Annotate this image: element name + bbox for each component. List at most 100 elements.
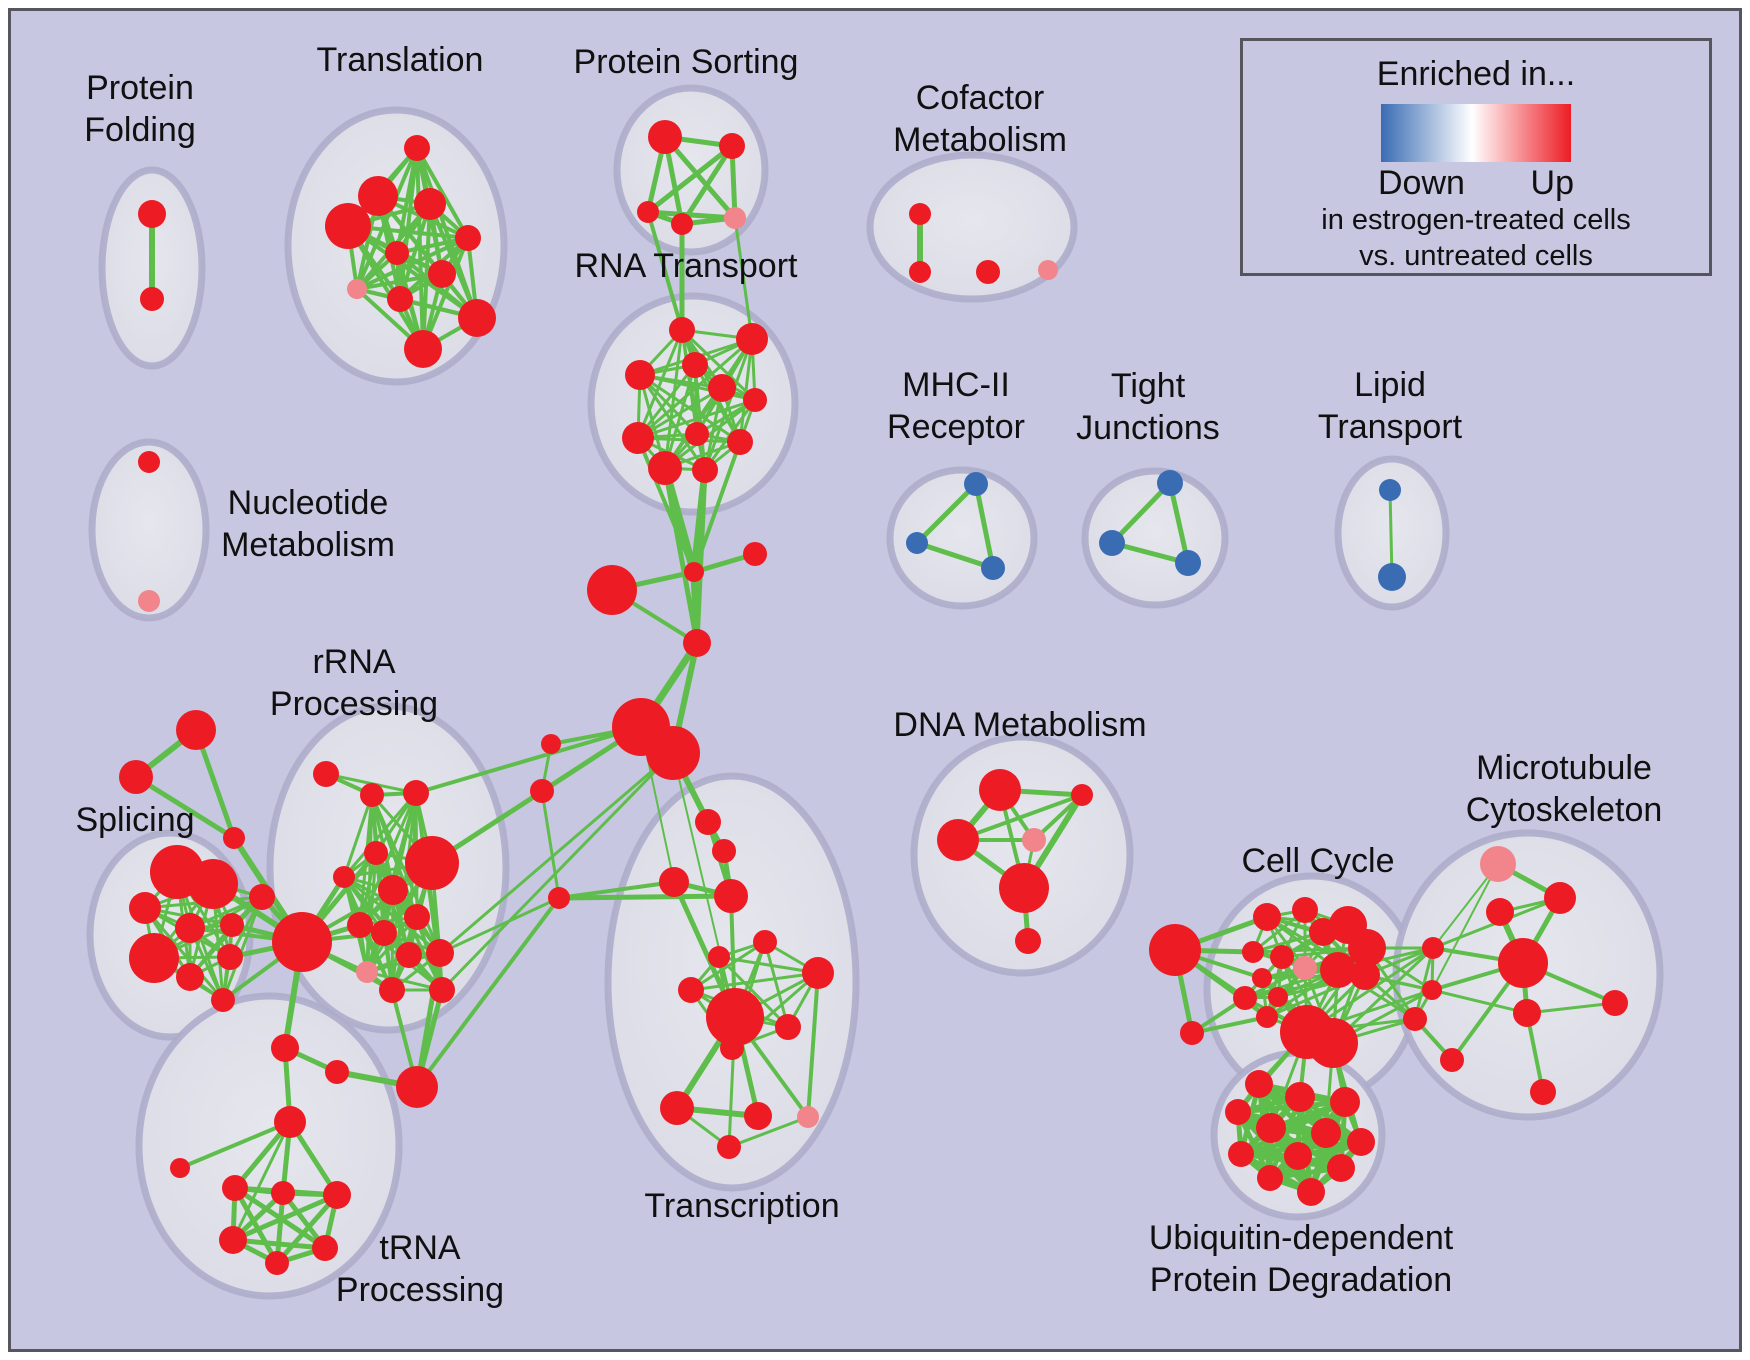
gene-set-node — [1253, 903, 1281, 931]
enrichment-edge — [415, 896, 561, 1089]
gene-set-node — [129, 892, 161, 924]
gene-set-node — [1480, 846, 1516, 882]
gene-set-node — [387, 286, 413, 312]
gene-set-node — [1422, 980, 1442, 1000]
gene-set-node — [458, 299, 496, 337]
gene-set-node — [1292, 897, 1318, 923]
legend: Enriched in... Down Up in estrogen-treat… — [1240, 38, 1712, 276]
gene-set-node — [937, 819, 979, 861]
gene-set-node — [714, 879, 748, 913]
gene-set-node — [176, 710, 216, 750]
enrichment-edge — [342, 793, 374, 879]
gene-set-node — [719, 133, 745, 159]
gene-set-node — [981, 556, 1005, 580]
gene-set-node — [219, 1226, 247, 1254]
gene-set-node — [356, 961, 378, 983]
gene-set-node — [404, 330, 442, 368]
gene-set-node — [1498, 938, 1548, 988]
cluster-ellipse-nucleotide-metabolism — [88, 438, 210, 622]
gene-set-node — [1233, 986, 1257, 1010]
gene-set-node — [1268, 987, 1288, 1007]
gene-set-node — [548, 887, 570, 909]
enrichment-edge — [738, 337, 754, 444]
cluster-label-mhc-ii-receptor: MHC-II Receptor — [887, 366, 1025, 446]
enrichment-edge — [230, 1192, 340, 1243]
gene-set-node — [360, 783, 384, 807]
gene-set-node — [217, 944, 243, 970]
enrichment-edge — [679, 143, 735, 227]
gene-set-node — [364, 841, 388, 865]
enrichment-edge — [645, 209, 738, 221]
gene-set-node — [325, 1060, 349, 1084]
gene-set-node — [1348, 929, 1386, 967]
gene-set-node — [1284, 1142, 1312, 1170]
gene-set-node — [129, 933, 179, 983]
gene-set-node — [1099, 530, 1125, 556]
gene-set-node — [333, 866, 355, 888]
enrichment-edge — [355, 272, 444, 291]
enrichment-edge — [914, 481, 979, 546]
gene-set-node — [1256, 1006, 1278, 1028]
gene-set-node — [625, 360, 655, 390]
gene-set-node — [1513, 999, 1541, 1027]
enrichment-edge — [414, 725, 643, 795]
gene-set-node — [695, 809, 721, 835]
cluster-label-trna-processing: tRNA Processing — [336, 1229, 504, 1309]
gene-set-node — [1440, 1048, 1464, 1072]
gene-set-node — [1225, 1099, 1251, 1125]
cluster-labels: Protein Folding Translation Protein Sorting… — [75, 41, 1662, 1309]
gene-set-node — [426, 939, 454, 967]
enrichment-edge — [274, 1192, 340, 1266]
legend-range: Down Up — [1378, 164, 1574, 202]
gene-set-node — [378, 875, 408, 905]
gene-set-node — [660, 1091, 694, 1125]
gene-set-node — [1297, 1178, 1325, 1206]
gene-set-node — [1544, 882, 1576, 914]
gene-set-node — [802, 957, 834, 989]
enrichment-edge — [956, 793, 1084, 842]
enrichment-edge — [689, 971, 820, 992]
enrichment-edge — [662, 134, 738, 221]
gene-set-node — [906, 532, 928, 554]
enrichment-edge — [973, 481, 996, 571]
gene-set-node — [1245, 1070, 1273, 1098]
enrichment-edge — [1109, 480, 1173, 546]
gene-set-node — [682, 352, 708, 378]
enrichment-edge — [230, 1237, 328, 1251]
gene-set-node — [271, 1181, 295, 1205]
gene-set-node — [1228, 1141, 1254, 1167]
gene-set-node — [1175, 550, 1201, 576]
gene-set-node — [429, 977, 455, 1003]
gene-set-node — [736, 323, 768, 355]
gene-set-node — [622, 422, 654, 454]
enrichment-edge — [1167, 480, 1191, 566]
gene-set-node — [683, 629, 711, 657]
enrichment-edge — [438, 896, 561, 955]
enrichment-edge — [646, 210, 684, 332]
gene-set-node — [1602, 990, 1628, 1016]
gene-set-node — [724, 207, 746, 229]
gene-set-node — [405, 836, 459, 890]
gene-set-node — [347, 279, 367, 299]
gene-set-node — [587, 565, 637, 615]
enrichment-edge — [727, 1115, 810, 1149]
gene-set-node — [1350, 960, 1380, 990]
cluster-label-ubiquitin-degradation: Ubiquitin-dependent Protein Degradation — [1149, 1219, 1454, 1299]
gene-set-node — [541, 734, 561, 754]
gene-set-node — [265, 1251, 289, 1275]
gene-set-node — [249, 884, 275, 910]
enrichment-edge — [1525, 1001, 1617, 1015]
enrichment-edge — [672, 752, 736, 1018]
gene-set-node — [138, 590, 160, 612]
enrichment-edge — [645, 143, 735, 215]
cluster-label-transcription: Transcription — [644, 1187, 839, 1225]
enrichment-edge — [636, 386, 724, 440]
gene-set-node — [1256, 1113, 1286, 1143]
gene-set-node — [1180, 1021, 1204, 1045]
enrichment-edge — [438, 751, 675, 955]
gene-set-node — [1309, 918, 1337, 946]
enrichment-edge — [232, 1185, 280, 1266]
gene-set-node — [720, 1036, 744, 1060]
